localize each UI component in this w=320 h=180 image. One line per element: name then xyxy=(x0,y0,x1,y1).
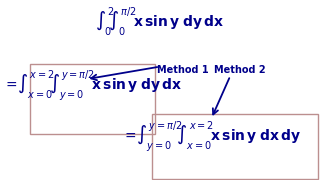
Text: Method 1: Method 1 xyxy=(157,65,208,75)
Text: $\int_0^{2}\!\!\int_0^{\pi/2}\!\mathbf{x\,sin\,y\;dy\,dx}$: $\int_0^{2}\!\!\int_0^{\pi/2}\!\mathbf{x… xyxy=(95,5,225,38)
Text: $=\!\int_{x=0}^{x=2}\!\!\int_{y=0}^{y=\pi/2}\!\mathbf{x\,sin\,y\;dy\,dx}$: $=\!\int_{x=0}^{x=2}\!\!\int_{y=0}^{y=\p… xyxy=(3,68,183,103)
Text: Method 2: Method 2 xyxy=(214,65,266,75)
Text: $=\!\int_{y=0}^{y=\pi/2}\!\!\int_{x=0}^{x=2}\!\mathbf{x\,sin\,y\;dx\,dy}$: $=\!\int_{y=0}^{y=\pi/2}\!\!\int_{x=0}^{… xyxy=(122,119,301,154)
